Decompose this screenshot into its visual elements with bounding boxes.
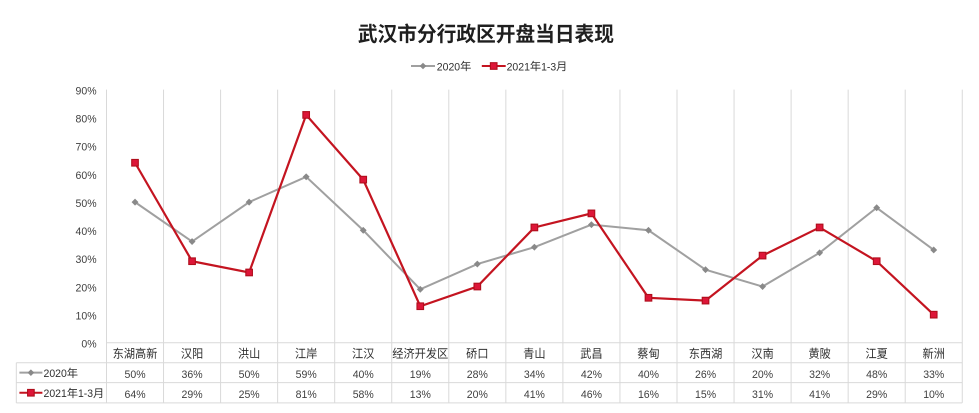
svg-text:0%: 0% xyxy=(81,339,96,351)
svg-text:34%: 34% xyxy=(524,369,545,381)
svg-text:20%: 20% xyxy=(752,369,773,381)
svg-text:16%: 16% xyxy=(638,389,659,401)
svg-text:40%: 40% xyxy=(638,369,659,381)
svg-text:59%: 59% xyxy=(296,369,317,381)
svg-text:40%: 40% xyxy=(353,369,374,381)
svg-text:41%: 41% xyxy=(524,389,545,401)
svg-text:19%: 19% xyxy=(410,369,431,381)
svg-text:1-3: 1-3 xyxy=(78,388,93,400)
svg-text:13%: 13% xyxy=(410,389,431,401)
svg-text:33%: 33% xyxy=(923,369,944,381)
svg-text:64%: 64% xyxy=(125,389,146,401)
svg-text:41%: 41% xyxy=(809,389,830,401)
svg-text:2020: 2020 xyxy=(44,368,67,380)
svg-text:25%: 25% xyxy=(239,389,260,401)
svg-text:90%: 90% xyxy=(76,85,97,97)
svg-text:10%: 10% xyxy=(76,310,97,322)
svg-text:46%: 46% xyxy=(581,389,602,401)
svg-text:2020: 2020 xyxy=(437,61,460,73)
svg-text:32%: 32% xyxy=(809,369,830,381)
svg-text:26%: 26% xyxy=(695,369,716,381)
svg-text:50%: 50% xyxy=(125,369,146,381)
svg-text:2021: 2021 xyxy=(44,388,67,400)
svg-text:50%: 50% xyxy=(239,369,260,381)
svg-text:80%: 80% xyxy=(76,114,97,126)
svg-text:60%: 60% xyxy=(76,170,97,182)
svg-text:29%: 29% xyxy=(182,389,203,401)
svg-text:36%: 36% xyxy=(182,369,203,381)
svg-text:15%: 15% xyxy=(695,389,716,401)
svg-text:2021: 2021 xyxy=(507,61,530,73)
svg-text:20%: 20% xyxy=(76,282,97,294)
svg-text:42%: 42% xyxy=(581,369,602,381)
svg-text:30%: 30% xyxy=(76,254,97,266)
svg-text:10%: 10% xyxy=(923,389,944,401)
svg-text:48%: 48% xyxy=(866,369,887,381)
svg-text:29%: 29% xyxy=(866,389,887,401)
svg-text:58%: 58% xyxy=(353,389,374,401)
svg-text:81%: 81% xyxy=(296,389,317,401)
svg-text:40%: 40% xyxy=(76,226,97,238)
svg-text:1-3: 1-3 xyxy=(541,61,556,73)
svg-text:50%: 50% xyxy=(76,198,97,210)
svg-text:70%: 70% xyxy=(76,142,97,154)
svg-text:20%: 20% xyxy=(467,389,488,401)
svg-text:28%: 28% xyxy=(467,369,488,381)
svg-text:31%: 31% xyxy=(752,389,773,401)
